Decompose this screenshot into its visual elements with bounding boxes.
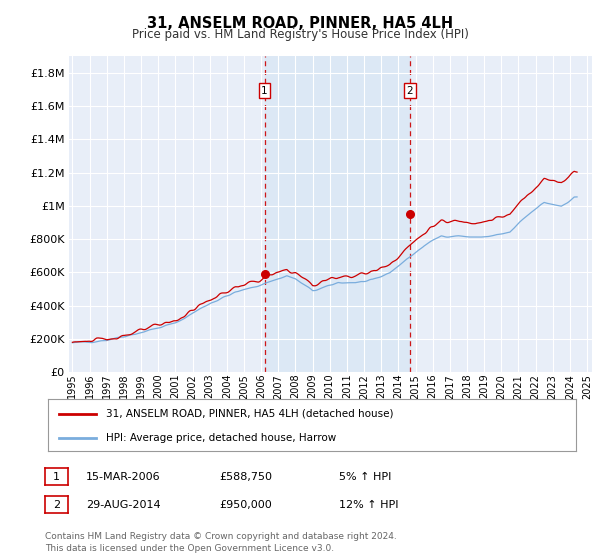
Text: 2: 2 (407, 86, 413, 96)
Text: £950,000: £950,000 (219, 500, 272, 510)
Bar (265, 56, 410, 372)
Text: Price paid vs. HM Land Registry's House Price Index (HPI): Price paid vs. HM Land Registry's House … (131, 28, 469, 41)
Text: 2: 2 (53, 500, 60, 510)
Text: 12% ↑ HPI: 12% ↑ HPI (339, 500, 398, 510)
Text: 5% ↑ HPI: 5% ↑ HPI (339, 472, 391, 482)
Text: 1: 1 (53, 472, 60, 482)
Text: Contains HM Land Registry data © Crown copyright and database right 2024.
This d: Contains HM Land Registry data © Crown c… (45, 533, 397, 553)
Text: 31, ANSELM ROAD, PINNER, HA5 4LH (detached house): 31, ANSELM ROAD, PINNER, HA5 4LH (detach… (106, 409, 394, 419)
Text: 15-MAR-2006: 15-MAR-2006 (86, 472, 160, 482)
Text: 29-AUG-2014: 29-AUG-2014 (86, 500, 160, 510)
Text: £588,750: £588,750 (219, 472, 272, 482)
Text: HPI: Average price, detached house, Harrow: HPI: Average price, detached house, Harr… (106, 433, 337, 443)
Text: 1: 1 (261, 86, 268, 96)
Text: 31, ANSELM ROAD, PINNER, HA5 4LH: 31, ANSELM ROAD, PINNER, HA5 4LH (147, 16, 453, 31)
